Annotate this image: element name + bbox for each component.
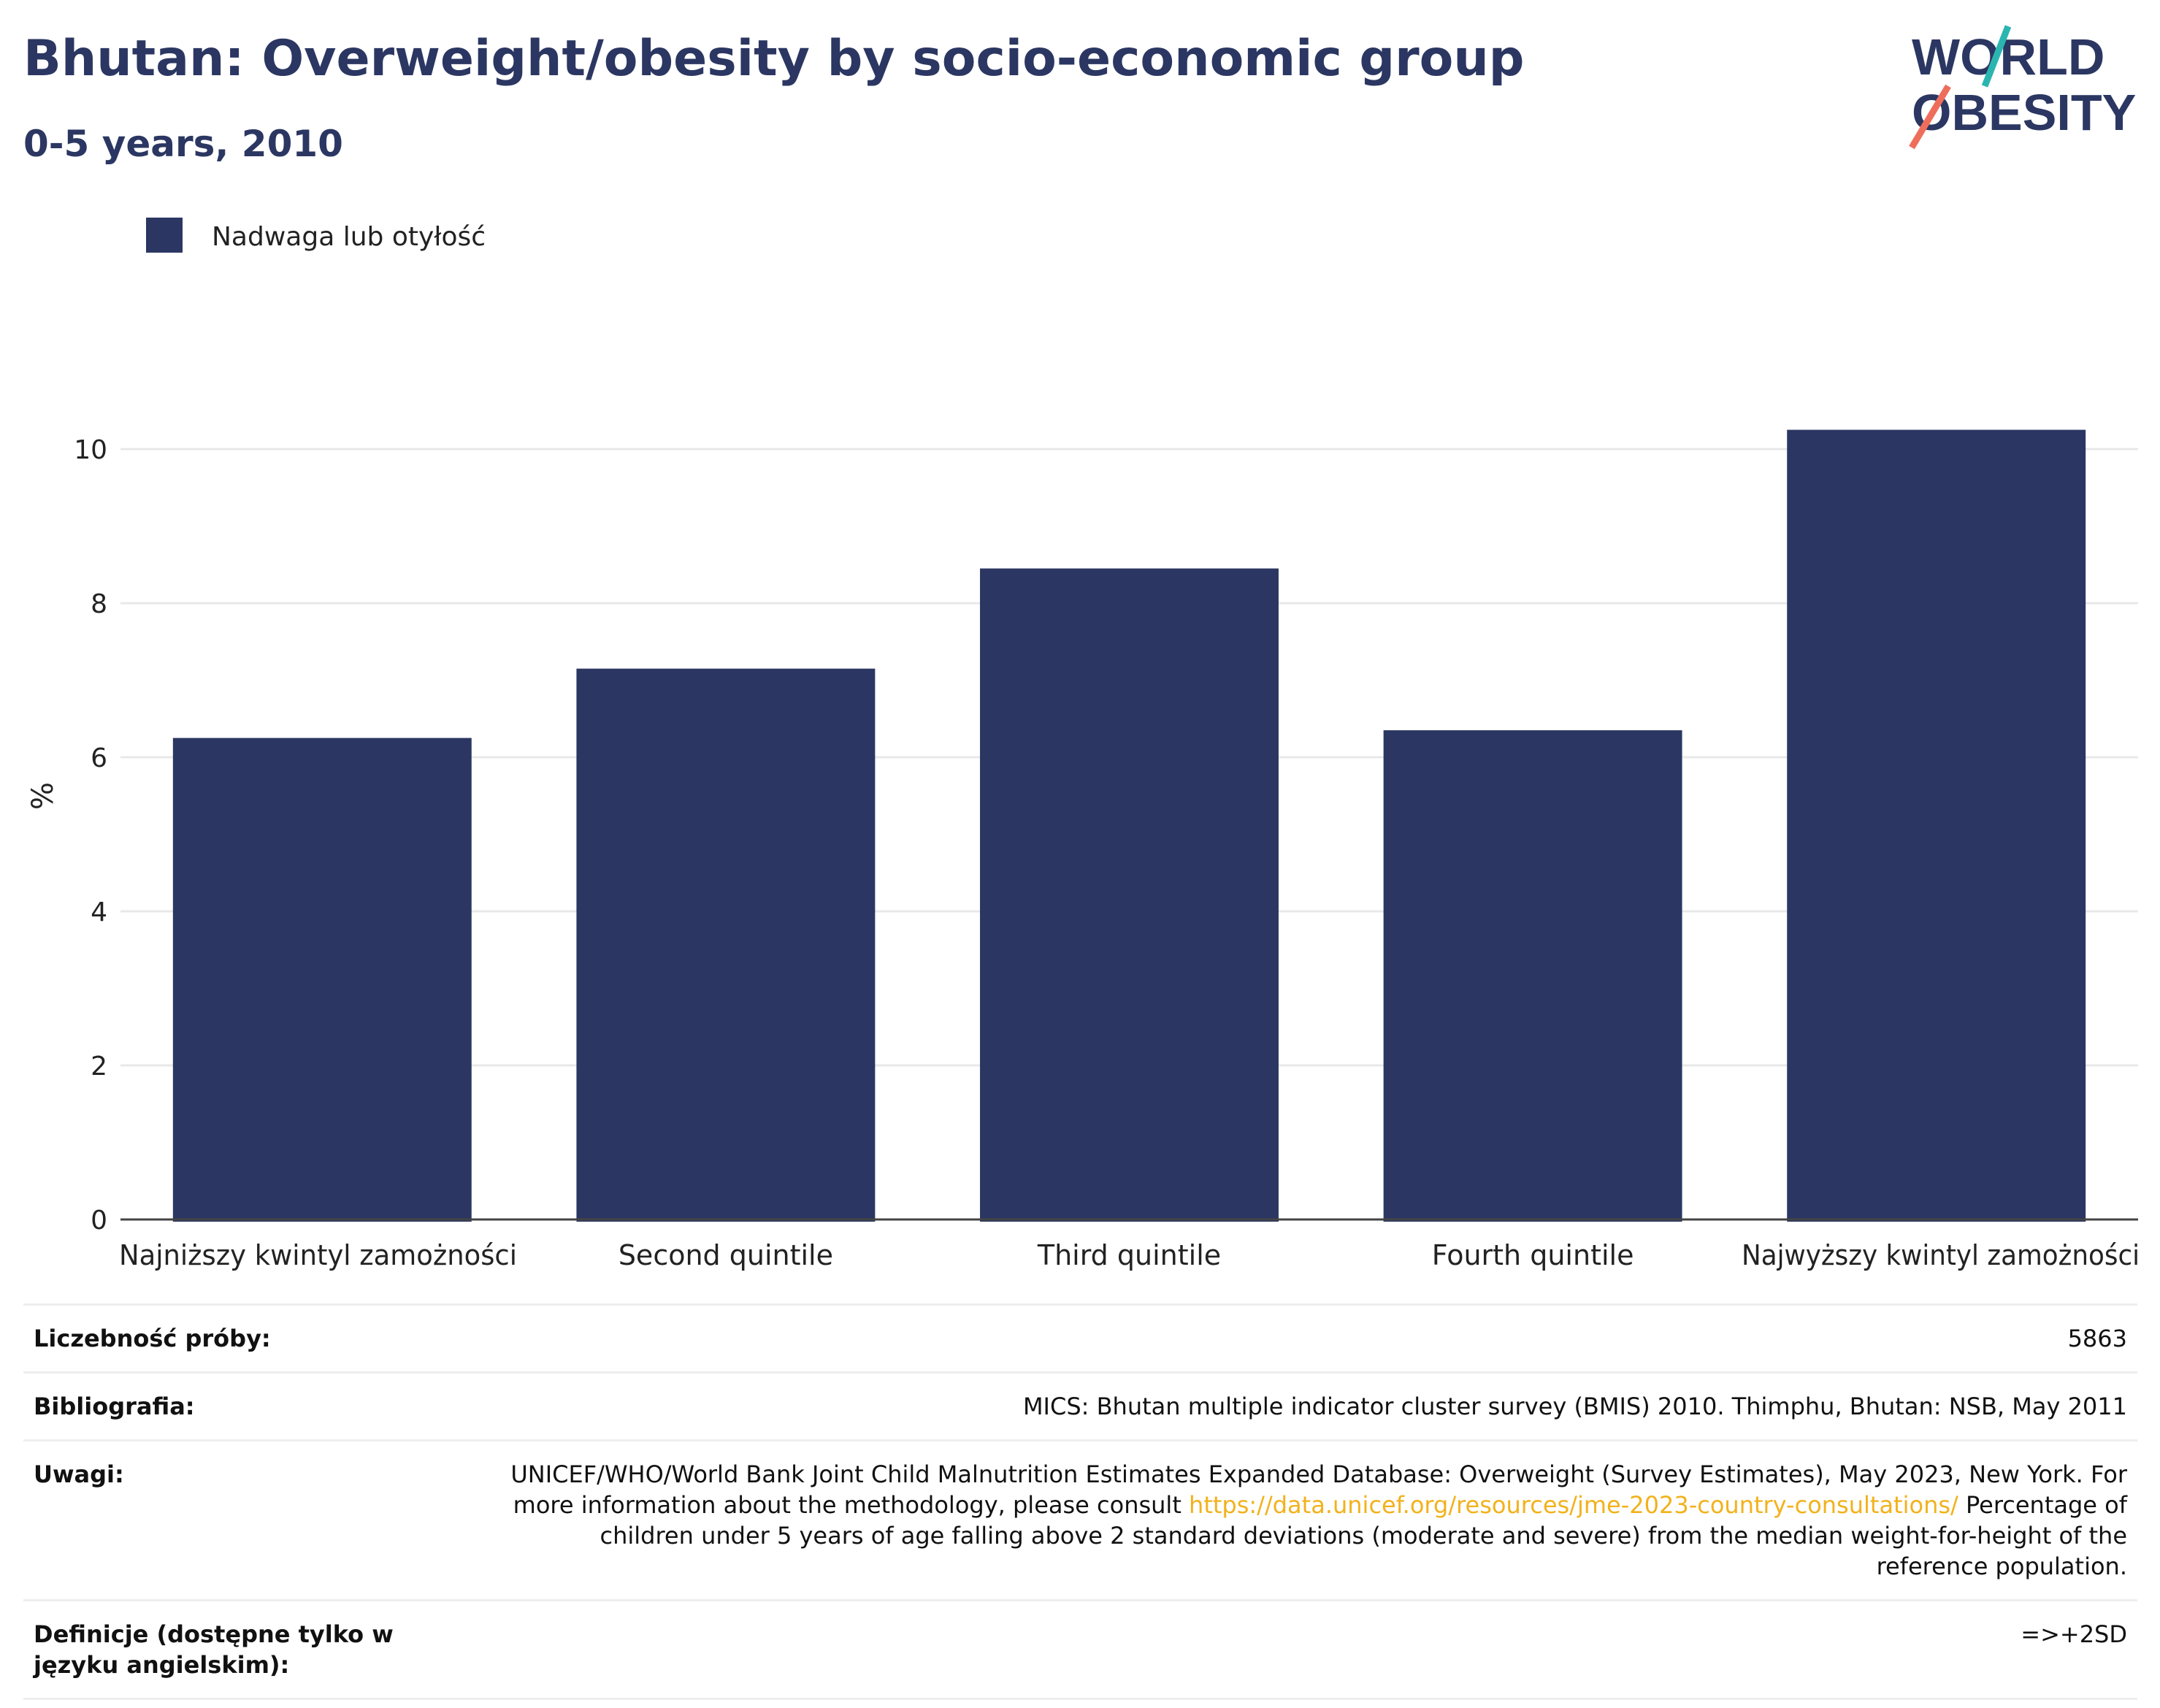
definitions-label: Definicje (dostępne tylko w języku angie… bbox=[23, 1599, 497, 1700]
chart-subtitle: 0-5 years, 2010 bbox=[23, 123, 343, 165]
y-tick-label: 2 bbox=[91, 1052, 107, 1081]
legend: Nadwaga lub otyłość bbox=[146, 218, 486, 253]
x-tick-label: Najniższy kwintyl zamożności bbox=[119, 1239, 517, 1271]
bar-chart: Nadwaga lub otyłość 0 2 4 6 8 10 % Najniższy … bbox=[26, 218, 2140, 1271]
world-obesity-logo: WORLD OBESITY bbox=[1909, 25, 2136, 150]
notes-text-before: UNICEF/WHO/World Bank Joint Child Malnut… bbox=[510, 1460, 2127, 1519]
definitions-value: =>+2SD bbox=[497, 1599, 2137, 1700]
chart-title: Bhutan: Overweight/obesity by socio-econ… bbox=[23, 30, 1525, 88]
bar bbox=[1383, 730, 1682, 1222]
notes-value: UNICEF/WHO/World Bank Joint Child Malnut… bbox=[497, 1439, 2137, 1601]
y-tick-label: 0 bbox=[91, 1206, 107, 1236]
table-row: Uwagi: UNICEF/WHO/World Bank Joint Child… bbox=[23, 1439, 2137, 1601]
logo-text-obesity: OBESITY bbox=[1912, 84, 2136, 141]
sample-size-value: 5863 bbox=[497, 1303, 2137, 1373]
notes-label: Uwagi: bbox=[23, 1439, 497, 1601]
sample-size-label: Liczebność próby: bbox=[23, 1303, 497, 1373]
bar bbox=[172, 738, 472, 1222]
bar bbox=[980, 568, 1279, 1222]
bar bbox=[576, 668, 876, 1222]
table-row: Definicje (dostępne tylko w języku angie… bbox=[23, 1599, 2137, 1700]
notes-text-after: Percentage of children under 5 years of … bbox=[600, 1491, 2128, 1580]
x-tick-label: Najwyższy kwintyl zamożności bbox=[1742, 1239, 2140, 1271]
y-axis-label: % bbox=[26, 782, 60, 810]
x-tick-label: Second quintile bbox=[618, 1239, 833, 1271]
legend-swatch bbox=[146, 218, 183, 253]
logo-text-world: WORLD bbox=[1912, 28, 2105, 85]
legend-label: Nadwaga lub otyłość bbox=[212, 222, 486, 252]
y-tick-label: 4 bbox=[91, 897, 107, 927]
bar bbox=[1787, 429, 2086, 1222]
bars bbox=[172, 429, 2086, 1222]
x-tick-label: Third quintile bbox=[1037, 1239, 1221, 1271]
y-axis-ticks: 0 2 4 6 8 10 bbox=[74, 435, 107, 1236]
logo-slash-coral bbox=[1909, 84, 1951, 150]
y-tick-label: 10 bbox=[74, 435, 107, 465]
table-row: Liczebność próby: 5863 bbox=[23, 1303, 2137, 1373]
y-tick-label: 8 bbox=[91, 589, 107, 619]
bibliography-label: Bibliografia: bbox=[23, 1371, 497, 1441]
y-tick-label: 6 bbox=[91, 743, 107, 773]
logo-slash-teal bbox=[1981, 25, 2012, 88]
table-row: Bibliografia: MICS: Bhutan multiple indi… bbox=[23, 1371, 2137, 1441]
bibliography-value: MICS: Bhutan multiple indicator cluster … bbox=[497, 1371, 2137, 1441]
x-axis-ticks: Najniższy kwintyl zamożności Second quint… bbox=[119, 1239, 2140, 1271]
notes-link[interactable]: https://data.unicef.org/resources/jme-20… bbox=[1189, 1491, 1958, 1519]
metadata-table: Liczebność próby: 5863 Bibliografia: MIC… bbox=[23, 1303, 2137, 1700]
x-tick-label: Fourth quintile bbox=[1432, 1239, 1634, 1271]
